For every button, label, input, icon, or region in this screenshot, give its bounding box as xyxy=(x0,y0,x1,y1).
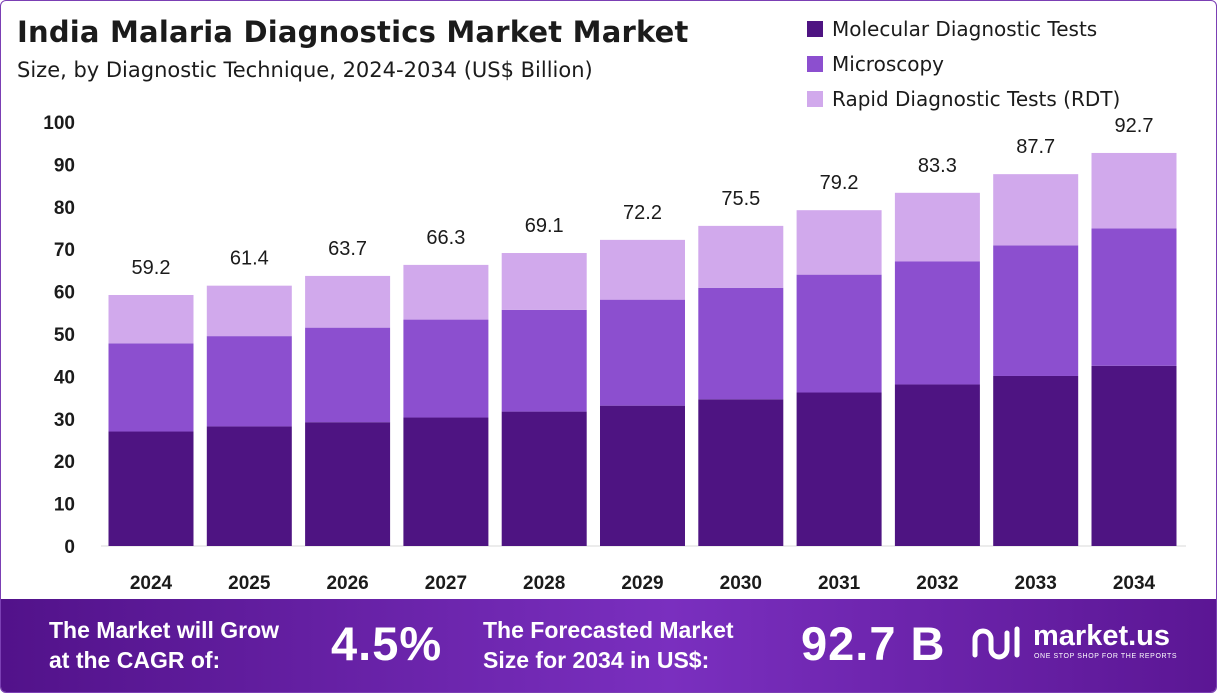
bar-2034-series-3 xyxy=(1091,152,1177,229)
total-label-2034: 92.7 xyxy=(1115,115,1154,137)
x-tick-label-2033: 2033 xyxy=(1015,573,1057,594)
legend-label-rdt: Rapid Diagnostic Tests (RDT) xyxy=(832,86,1121,111)
total-label-2029: 72.2 xyxy=(623,202,662,224)
x-tick-label-2034: 2034 xyxy=(1113,573,1156,594)
bar-2032-series-3 xyxy=(894,192,980,262)
bar-2024-series-2 xyxy=(108,343,194,432)
bar-2026-series-2 xyxy=(305,327,391,423)
legend-item-rdt: Rapid Diagnostic Tests (RDT) xyxy=(807,81,1120,116)
bar-2025-series-3 xyxy=(206,285,292,337)
chart-legend: Molecular Diagnostic Tests Microscopy Ra… xyxy=(807,11,1120,116)
cagr-value: 4.5% xyxy=(331,617,443,670)
bar-2028-series-3 xyxy=(501,253,587,310)
bar-2033-series-2 xyxy=(993,245,1079,376)
y-tick-label-0: 0 xyxy=(64,537,75,558)
bar-2028-series-2 xyxy=(501,309,587,412)
bar-2024-series-3 xyxy=(108,294,194,344)
x-tick-label-2024: 2024 xyxy=(130,573,173,594)
bar-2034-series-1 xyxy=(1091,365,1177,546)
bar-2025-series-1 xyxy=(206,426,292,546)
bar-2024-series-1 xyxy=(108,431,194,546)
bar-2032-series-2 xyxy=(894,261,980,385)
y-tick-label-40: 40 xyxy=(54,367,75,388)
x-tick-label-2029: 2029 xyxy=(621,573,663,594)
y-tick-label-80: 80 xyxy=(54,198,75,219)
bar-2027-series-3 xyxy=(403,264,489,320)
legend-item-molecular: Molecular Diagnostic Tests xyxy=(807,11,1120,46)
legend-swatch-molecular xyxy=(807,20,823,37)
y-tick-label-30: 30 xyxy=(54,410,75,431)
bar-2031-series-1 xyxy=(796,392,882,546)
total-label-2030: 75.5 xyxy=(721,188,760,210)
bar-2030-series-3 xyxy=(698,225,784,288)
bar-2026-series-3 xyxy=(305,275,391,328)
y-tick-label-100: 100 xyxy=(43,113,75,134)
bar-2034-series-2 xyxy=(1091,228,1177,366)
cagr-label: The Market will Grow at the CAGR of: xyxy=(49,615,279,675)
bar-2031-series-3 xyxy=(796,210,882,275)
y-tick-label-90: 90 xyxy=(54,155,75,176)
brand-name: market.us xyxy=(1033,620,1171,652)
bar-2029-series-3 xyxy=(600,239,685,300)
chart-title: India Malaria Diagnostics Market Market xyxy=(17,15,689,49)
x-tick-label-2028: 2028 xyxy=(523,573,565,594)
bar-2026-series-1 xyxy=(305,422,391,546)
total-label-2028: 69.1 xyxy=(525,215,564,237)
y-tick-label-70: 70 xyxy=(54,240,75,261)
brand-tagline: ONE STOP SHOP FOR THE REPORTS xyxy=(1034,653,1178,660)
forecast-label-line-1: The Forecasted Market xyxy=(483,617,734,643)
stacked-bar-chart: 010203040506070809010059.2202461.4202563… xyxy=(43,113,1186,594)
bar-2033-series-1 xyxy=(993,375,1079,546)
legend-swatch-microscopy xyxy=(807,55,823,72)
bar-2029-series-1 xyxy=(600,405,685,546)
legend-item-microscopy: Microscopy xyxy=(807,46,1120,81)
bar-2031-series-2 xyxy=(796,274,882,393)
x-tick-label-2031: 2031 xyxy=(818,573,861,594)
y-tick-label-50: 50 xyxy=(54,325,75,346)
bar-2027-series-2 xyxy=(403,319,489,418)
forecast-label: The Forecasted Market Size for 2034 in U… xyxy=(483,615,734,675)
forecast-label-line-2: Size for 2034 in US$: xyxy=(483,647,710,673)
legend-swatch-rdt xyxy=(807,90,823,107)
cagr-label-line-2: at the CAGR of: xyxy=(49,647,221,673)
total-label-2031: 79.2 xyxy=(820,172,859,194)
bar-2033-series-3 xyxy=(993,174,1079,246)
bar-2029-series-2 xyxy=(600,299,685,406)
chart-subtitle: Size, by Diagnostic Technique, 2024-2034… xyxy=(17,58,593,82)
total-label-2025: 61.4 xyxy=(230,248,269,270)
market-us-logo-icon xyxy=(972,626,1020,660)
bar-2032-series-1 xyxy=(894,384,980,546)
bar-2025-series-2 xyxy=(206,336,292,427)
x-tick-label-2032: 2032 xyxy=(916,573,958,594)
legend-label-microscopy: Microscopy xyxy=(832,51,945,76)
x-tick-label-2030: 2030 xyxy=(720,573,762,594)
x-tick-label-2025: 2025 xyxy=(228,573,271,594)
legend-label-molecular: Molecular Diagnostic Tests xyxy=(832,16,1098,41)
total-label-2024: 59.2 xyxy=(132,257,171,279)
y-tick-label-60: 60 xyxy=(54,283,75,304)
x-tick-label-2027: 2027 xyxy=(425,573,467,594)
y-tick-label-20: 20 xyxy=(54,452,75,473)
bar-2030-series-2 xyxy=(698,287,784,400)
bar-2027-series-1 xyxy=(403,417,489,546)
x-tick-label-2026: 2026 xyxy=(326,573,368,594)
y-tick-label-10: 10 xyxy=(54,495,75,516)
total-label-2027: 66.3 xyxy=(426,227,465,249)
bar-2030-series-1 xyxy=(698,399,784,546)
cagr-label-line-1: The Market will Grow xyxy=(49,617,280,643)
total-label-2033: 87.7 xyxy=(1016,136,1055,158)
total-label-2026: 63.7 xyxy=(328,238,367,260)
bar-2028-series-1 xyxy=(501,411,587,546)
forecast-value: 92.7 B xyxy=(801,617,946,670)
footer-banner: The Market will Grow at the CAGR of: 4.5… xyxy=(1,599,1216,692)
total-label-2032: 83.3 xyxy=(918,155,957,177)
